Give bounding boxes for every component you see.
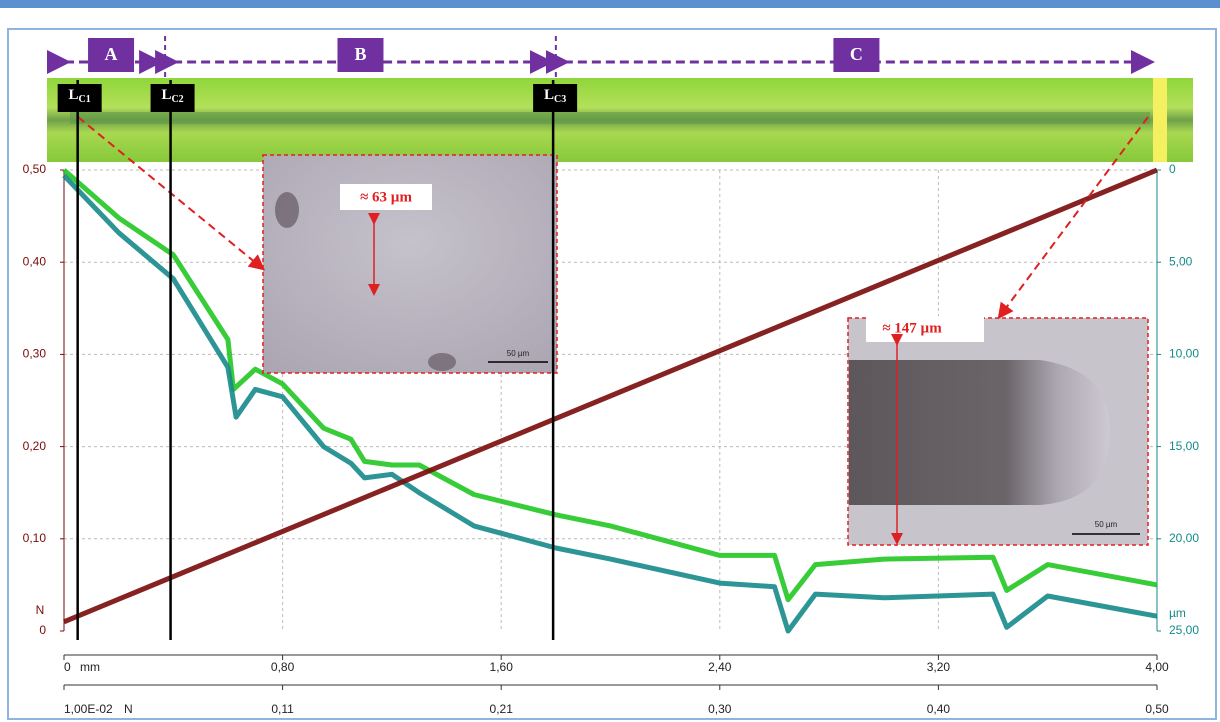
x2-unit: N [124, 702, 133, 716]
data-line [62, 173, 1158, 634]
critical-load-label: LC2 [161, 87, 183, 105]
label-sub: C3 [554, 94, 566, 105]
width-label: ≈ 63 µm [360, 189, 412, 205]
critical-load-box [57, 84, 102, 112]
label-box [866, 316, 984, 342]
x2-tick-label: 0,30 [708, 702, 732, 716]
y2-tick-label: 5,00 [1169, 254, 1193, 268]
label-sub: C2 [171, 94, 183, 105]
label-main: L [69, 87, 79, 103]
y2-tick-label: 10,00 [1169, 347, 1199, 361]
y-tick-label: 0,50 [23, 162, 47, 176]
critical-load-box [533, 84, 578, 112]
label-box [340, 184, 432, 210]
x-tick-label: 2,40 [708, 660, 732, 674]
x2-tick-label: 1,00E-02 [64, 702, 113, 716]
scale-label: 50 µm [1095, 520, 1118, 529]
x2-tick-label: 0,50 [1145, 702, 1169, 716]
y2-tick-label: 25,00 [1169, 623, 1199, 637]
scratch-groove [70, 112, 1150, 124]
y-tick-label: 0,30 [23, 347, 47, 361]
particle [275, 192, 299, 228]
critical-load-label: LC3 [544, 87, 566, 105]
pointer-arrow [997, 116, 1149, 320]
region-box [337, 38, 384, 72]
x-unit: mm [80, 660, 100, 674]
region-box [833, 38, 880, 72]
label-main: L [161, 87, 171, 103]
track-end [1153, 78, 1167, 162]
y-tick-label: 0,10 [23, 531, 47, 545]
y2-tick-label: 0 [1169, 162, 1176, 176]
top-bar [0, 0, 1220, 8]
particle [428, 353, 456, 371]
x-tick-label: 0 [64, 660, 71, 674]
region-label: A [105, 44, 118, 64]
y-tick-label: 0,20 [23, 439, 47, 453]
frame [7, 28, 1217, 720]
y2-unit: µm [1169, 606, 1186, 620]
x-tick-label: 0,80 [271, 660, 295, 674]
x-tick-label: 4,00 [1145, 660, 1169, 674]
critical-load-box [150, 84, 195, 112]
scale-label: 50 µm [507, 349, 530, 358]
x-tick-label: 3,20 [927, 660, 951, 674]
x2-tick-label: 0,11 [271, 702, 294, 716]
width-label: ≈ 147 µm [882, 320, 942, 336]
data-line [63, 167, 1158, 625]
x-tick-label: 1,60 [490, 660, 514, 674]
y2-tick-label: 15,00 [1169, 439, 1199, 453]
label-main: L [544, 87, 554, 103]
y-unit: N [36, 603, 45, 617]
critical-load-label: LC1 [69, 87, 91, 105]
y-tick-label: 0,40 [23, 254, 47, 268]
x2-tick-label: 0,21 [490, 702, 514, 716]
y2-tick-label: 20,00 [1169, 531, 1199, 545]
region-label: B [354, 44, 366, 64]
label-sub: C1 [79, 94, 91, 105]
x2-tick-label: 0,40 [927, 702, 951, 716]
region-label: C [850, 44, 863, 64]
region-box [88, 38, 135, 72]
wear-zone [849, 360, 1110, 505]
y-tick-label: 0 [39, 623, 46, 637]
